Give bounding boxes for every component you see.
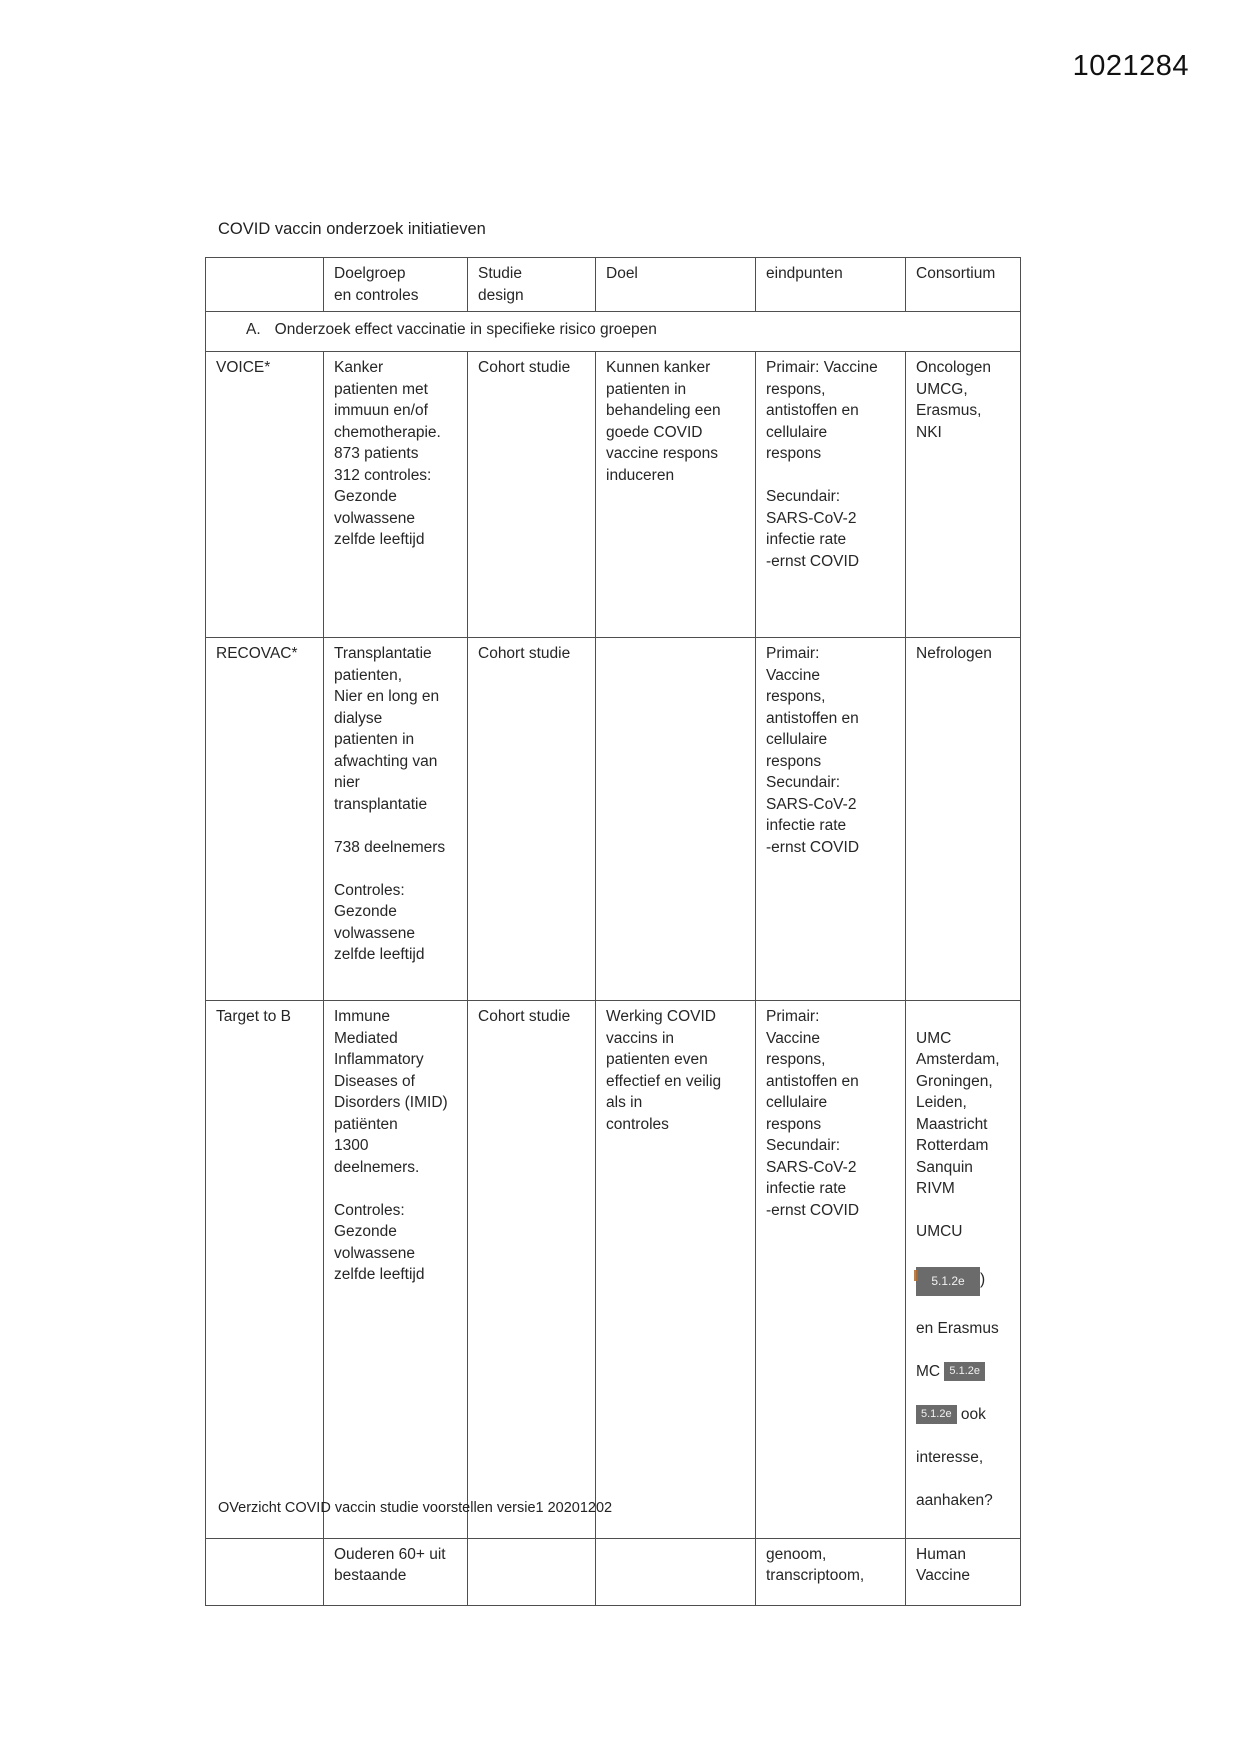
cell-partial-label [205,1537,324,1606]
cell-voice-doelgroep: Kanker patienten met immuun en/of chemot… [323,351,468,638]
cell-recovac-eindpunten: Primair: Vaccine respons, antistoffen en… [755,637,906,1001]
col-header-doelgroep: Doelgroep en controles [323,257,468,312]
cell-target-doelgroep: Immune Mediated Inflammatory Diseases of… [323,1000,468,1539]
redaction-trailing-paren: ) [980,1271,986,1289]
consortium-line-interesse: interesse, [916,1448,984,1466]
cell-recovac-doelgroep: Transplantatie patienten, Nier en long e… [323,637,468,1001]
redaction-line: 5.1.2e) [914,1264,1011,1296]
cell-voice-design: Cohort studie [467,351,596,638]
col-header-studie-design: Studie design [467,257,596,312]
cell-voice-consortium: Oncologen UMCG, Erasmus, NKI [905,351,1021,638]
section-label: A. [246,321,261,338]
cell-partial-eindpunten: genoom, transcriptoom, [755,1537,906,1606]
document-number: 1021284 [1072,50,1189,82]
consortium-line-ook: 5.1.2e ook [916,1404,1011,1426]
footer-version-line: OVerzicht COVID vaccin studie voorstelle… [218,1500,613,1516]
col-header-rowlabel [205,257,324,312]
col-header-doel: Doel [595,257,756,312]
cell-target-consortium: UMC Amsterdam, Groningen, Leiden, Maastr… [905,1000,1021,1539]
cell-recovac-design: Cohort studie [467,637,596,1001]
cell-target-eindpunten: Primair: Vaccine respons, antistoffen en… [755,1000,906,1539]
cell-target-doel: Werking COVID vaccins in patienten even … [595,1000,756,1539]
page-title: COVID vaccin onderzoek initiatieven [218,220,486,238]
col-header-consortium: Consortium [905,257,1021,312]
cell-partial-design [467,1537,596,1606]
section-cell: A. Onderzoek effect vaccinatie in specifi… [205,311,1021,352]
cell-voice-doel: Kunnen kanker patienten in behandeling e… [595,351,756,638]
col-header-eindpunten: eindpunten [755,257,906,312]
cell-partial-doelgroep: Ouderen 60+ uit bestaande [323,1537,468,1606]
table-row-target-to-b: Target to B Immune Mediated Inflammatory… [205,1000,1021,1539]
section-title: Onderzoek effect vaccinatie in specifiek… [274,321,657,338]
consortium-text-block: UMC Amsterdam, Groningen, Leiden, Maastr… [916,1029,1000,1241]
cell-partial-doel [595,1537,756,1606]
table-row-voice: VOICE* Kanker patienten met immuun en/of… [205,351,1021,638]
cell-recovac-label: RECOVAC* [205,637,324,1001]
consortium-line-aanhaken: aanhaken? [916,1491,993,1509]
cell-recovac-doel [595,637,756,1001]
cell-partial-consortium: Human Vaccine [905,1537,1021,1606]
table-header-row: Doelgroep en controles Studie design Doe… [205,257,1021,312]
cell-target-design: Cohort studie [467,1000,596,1539]
cell-target-label: Target to B [205,1000,324,1539]
consortium-line-en-erasmus: en Erasmus [916,1319,999,1337]
cell-recovac-consortium: Nefrologen [905,637,1021,1001]
cell-voice-label: VOICE* [205,351,324,638]
redaction-box-5-1-2e: 5.1.2e [944,1361,986,1381]
section-row-a: A. Onderzoek effect vaccinatie in specifi… [205,311,1021,352]
table-row-recovac: RECOVAC* Transplantatie patienten, Nier … [205,637,1021,1001]
study-table: Doelgroep en controles Studie design Doe… [205,257,1021,1606]
consortium-line-mc: MC 5.1.2e [916,1361,1011,1383]
cell-voice-eindpunten: Primair: Vaccine respons, antistoffen en… [755,351,906,638]
table-row-partial-bottom: Ouderen 60+ uit bestaande genoom, transc… [205,1537,1021,1606]
redaction-box-5-1-2e: 5.1.2e [914,1267,980,1296]
redaction-box-5-1-2e: 5.1.2e [916,1404,957,1424]
